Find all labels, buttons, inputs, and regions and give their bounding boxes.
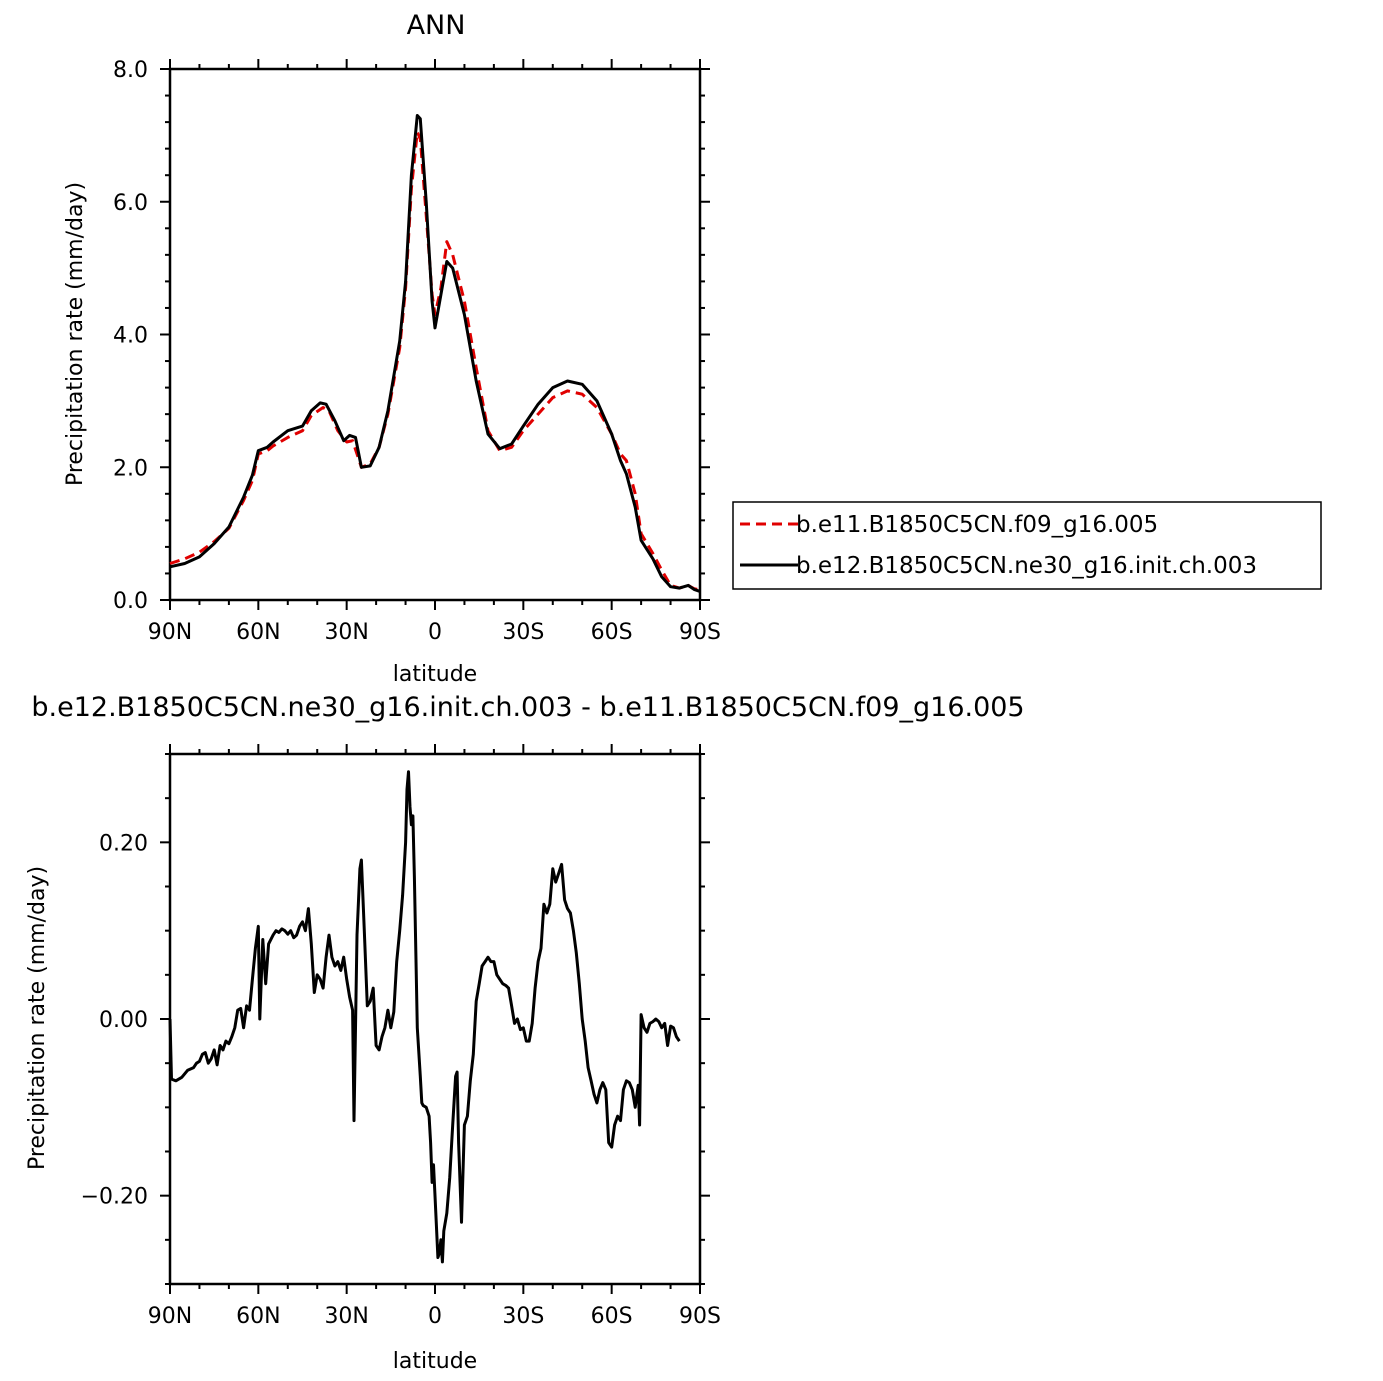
top-y-axis-title: Precipitation rate (mm/day) bbox=[63, 182, 88, 486]
x-tick-label: 60N bbox=[236, 1304, 280, 1329]
x-tick-label: 90N bbox=[148, 1304, 192, 1329]
top-y-axis: 0.0 2.0 4.0 6.0 8.0 bbox=[113, 58, 710, 614]
bottom-title: b.e12.B1850C5CN.ne30_g16.init.ch.003 - b… bbox=[31, 692, 1024, 723]
top-series-lines bbox=[169, 114, 701, 593]
y-tick-label: 0.00 bbox=[99, 1008, 148, 1033]
x-tick-label: 30N bbox=[324, 1304, 368, 1329]
x-tick-label: 90N bbox=[148, 620, 192, 645]
legend-label-series-2: b.e12.B1850C5CN.ne30_g16.init.ch.003 bbox=[796, 553, 1257, 579]
top-panel: ANN 90N 60N 30N 0 30S 60S 90S 0.02.04.06.08.0 … bbox=[63, 10, 1322, 687]
bottom-y-axis: −0.20 0.00 0.20 bbox=[81, 753, 710, 1285]
legend-label-series-1: b.e11.B1850C5CN.f09_g16.005 bbox=[796, 512, 1158, 538]
legend-box bbox=[732, 501, 1322, 590]
x-tick-label: 90S bbox=[679, 1304, 721, 1329]
y-tick-label: 4.0 bbox=[113, 324, 148, 349]
top-title: ANN bbox=[407, 10, 466, 41]
x-tick-label: 0 bbox=[428, 620, 442, 645]
x-tick-label: 30N bbox=[324, 620, 368, 645]
x-tick-label: 60S bbox=[591, 1304, 633, 1329]
series-line-2 bbox=[169, 114, 701, 593]
bottom-panel: b.e12.B1850C5CN.ne30_g16.init.ch.003 - b… bbox=[25, 692, 1025, 1374]
series-line-1 bbox=[168, 770, 681, 1264]
x-tick-label: 60S bbox=[591, 620, 633, 645]
y-tick-label: 0.0 bbox=[113, 589, 148, 614]
x-tick-label: 0 bbox=[428, 1304, 442, 1329]
legend: b.e11.B1850C5CN.f09_g16.005 b.e12.B1850C… bbox=[732, 501, 1322, 590]
top-plot-frame bbox=[168, 67, 702, 602]
top-x-axis: 90N 60N 30N 0 30S 60S 90S bbox=[148, 59, 721, 645]
y-tick-label: 0.20 bbox=[99, 831, 148, 856]
series-line-1 bbox=[169, 130, 701, 592]
y-tick-label: 2.0 bbox=[113, 456, 148, 481]
bottom-x-axis-title: latitude bbox=[393, 1349, 477, 1374]
x-tick-label: 30S bbox=[502, 620, 544, 645]
bottom-series-lines bbox=[168, 770, 681, 1264]
y-tick-label: −0.20 bbox=[81, 1185, 148, 1210]
x-tick-label: 30S bbox=[502, 1304, 544, 1329]
y-tick-label: 8.0 bbox=[113, 58, 148, 83]
top-x-axis-title: latitude bbox=[393, 662, 477, 687]
bottom-x-axis: 90N 60N 30N 0 30S 60S 90S bbox=[148, 744, 721, 1329]
x-tick-label: 60N bbox=[236, 620, 280, 645]
y-tick-label: 6.0 bbox=[113, 191, 148, 216]
x-tick-label: 90S bbox=[679, 620, 721, 645]
bottom-y-axis-title: Precipitation rate (mm/day) bbox=[25, 866, 50, 1170]
